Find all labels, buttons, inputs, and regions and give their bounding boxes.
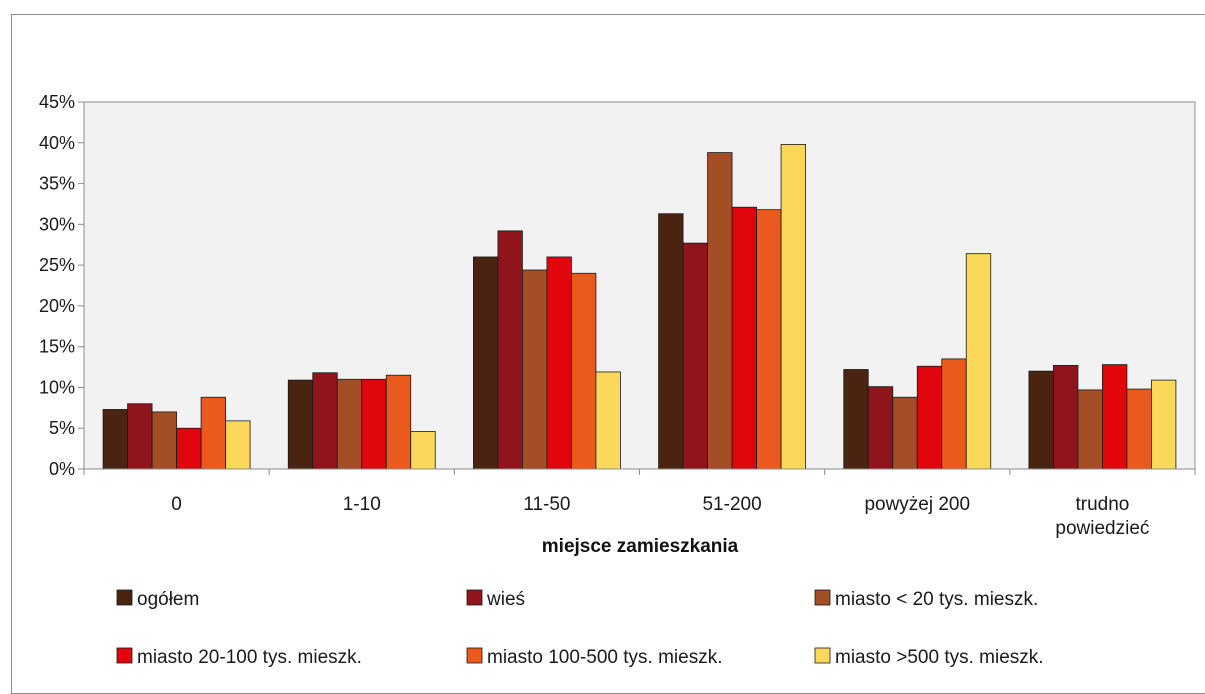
y-axis: 0% 5% 10% 15% 20% 25% 30% 35% 40% 45%	[39, 92, 85, 479]
y-tick-label: 20%	[39, 296, 75, 316]
legend-swatch	[116, 647, 133, 664]
x-tick-label: 1-10	[343, 494, 381, 515]
bar	[102, 409, 128, 470]
plot-area	[83, 101, 1196, 470]
bar	[1102, 364, 1128, 470]
bar	[473, 256, 499, 470]
x-tick-label: 0	[171, 494, 182, 515]
legend-swatch	[466, 647, 483, 664]
legend-swatch	[814, 647, 831, 664]
bar	[1028, 370, 1054, 470]
x-axis-label: miejsce zamieszkania	[542, 536, 739, 557]
x-axis: 0 1-10 11-50 51-200 powyżej 200 trudno powiedz…	[83, 468, 1196, 539]
legend-label: miasto 100-500 tys. mieszk.	[487, 647, 722, 668]
bar	[151, 411, 177, 470]
y-tick-label: 30%	[39, 214, 75, 234]
legend-label: miasto < 20 tys. mieszk.	[835, 589, 1038, 610]
y-tick-label: 40%	[39, 133, 75, 153]
bar	[336, 378, 363, 470]
legend-swatch	[814, 589, 831, 606]
y-tick-label: 15%	[39, 337, 75, 357]
bars	[102, 144, 1177, 470]
bar	[682, 242, 708, 470]
bar	[312, 372, 338, 470]
legend-swatch	[116, 589, 133, 606]
bar	[965, 253, 992, 470]
bar	[497, 230, 523, 470]
y-tick-label: 5%	[49, 418, 75, 438]
bar	[892, 396, 918, 470]
legend-label: ogółem	[137, 589, 199, 610]
bar	[1077, 389, 1103, 470]
bar	[731, 206, 757, 470]
bar	[941, 358, 967, 470]
x-tick-label: 51-200	[702, 494, 761, 515]
bar	[287, 379, 314, 470]
legend-label: wieś	[486, 589, 525, 610]
legend-label: miasto 20-100 tys. mieszk.	[137, 647, 362, 668]
x-tick-label: trudno	[1075, 494, 1129, 515]
y-tick-label: 25%	[39, 255, 75, 275]
x-tick-label: powiedzieć	[1055, 518, 1149, 539]
bar	[522, 269, 548, 470]
bar	[571, 272, 597, 470]
bar	[361, 378, 387, 470]
legend: ogółem wieś miasto < 20 tys. mieszk. miasto…	[116, 589, 1044, 668]
x-tick-label: 11-50	[523, 494, 570, 515]
bar	[225, 420, 251, 470]
bar	[595, 371, 621, 470]
legend-swatch	[466, 589, 483, 606]
bar	[410, 431, 436, 470]
bar	[176, 427, 202, 470]
bar	[1151, 379, 1177, 470]
bar	[756, 209, 782, 470]
y-tick-label: 0%	[49, 459, 75, 479]
bar	[200, 396, 226, 470]
bar	[658, 213, 684, 470]
bar	[385, 374, 412, 470]
bar	[780, 144, 806, 470]
y-tick-label: 10%	[39, 377, 75, 397]
y-tick-label: 45%	[39, 92, 75, 112]
bar-chart: 0% 5% 10% 15% 20% 25% 30% 35% 40% 45% 0 1-10 11-50 5…	[39, 92, 1196, 668]
bar	[127, 403, 153, 470]
bar	[707, 152, 733, 470]
bar	[916, 365, 943, 470]
bar	[1053, 365, 1079, 470]
bar	[843, 369, 869, 470]
bar	[546, 256, 572, 470]
legend-label: miasto >500 tys. mieszk.	[835, 647, 1044, 668]
x-tick-label: powyżej 200	[864, 494, 970, 515]
y-tick-label: 35%	[39, 174, 75, 194]
bar	[867, 386, 894, 470]
bar	[1126, 388, 1152, 470]
